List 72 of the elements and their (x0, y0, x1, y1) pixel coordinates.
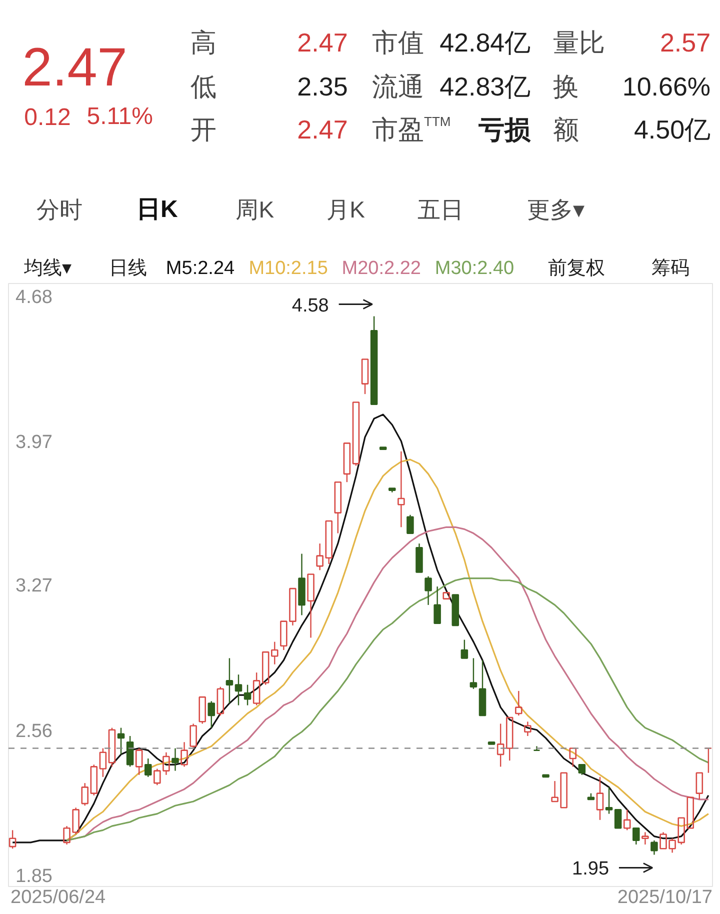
text: M10:2.15 (248, 258, 328, 279)
y-tick-label: 3.27 (16, 575, 52, 596)
candlestick (496, 723, 504, 768)
text: 筹码 (651, 258, 690, 279)
y-tick-label: 1.85 (16, 866, 52, 888)
candlestick (434, 586, 441, 624)
candlestick (442, 592, 450, 600)
text: M5:2.24 (166, 258, 236, 279)
text: 前复权 (548, 258, 606, 279)
text: 低 (190, 72, 216, 102)
text: 分时 (36, 196, 82, 222)
y-tick-label: 4.68 (16, 286, 52, 308)
y-tick-label: 3.97 (16, 432, 52, 454)
annotation: 4.58 (292, 295, 329, 316)
text: 五日 (418, 196, 464, 222)
candlestick (280, 620, 288, 651)
text: 流通 (372, 72, 424, 102)
text: 高 (190, 28, 216, 58)
text: 2.47 (22, 38, 128, 98)
candlestick (515, 690, 522, 716)
text: 42.84亿 (440, 28, 531, 58)
text: 2.35 (297, 72, 348, 102)
candlestick (226, 658, 234, 704)
candlestick (398, 450, 405, 528)
text: 2.47 (297, 28, 348, 58)
candlestick (478, 660, 486, 716)
text: 日K (136, 196, 178, 223)
text: 周K (236, 196, 275, 222)
candlestick (460, 639, 468, 659)
candlestick (524, 721, 532, 737)
text: 均线▾ (23, 258, 72, 279)
candlestick (172, 748, 179, 772)
text: 开 (190, 114, 216, 144)
text: 日线 (109, 258, 148, 279)
candlestick (379, 446, 387, 450)
text: 更多▾ (527, 196, 586, 222)
text: 市值 (372, 28, 424, 58)
text: 42.83亿 (440, 72, 531, 102)
text: 5.11% (86, 103, 154, 130)
text: 0.12 (24, 104, 71, 131)
candlestick (506, 716, 514, 762)
annotation: 1.95 (572, 858, 610, 880)
candlestick (596, 776, 604, 821)
candlestick (542, 774, 550, 778)
candlestick (642, 832, 649, 846)
text: M20:2.22 (342, 258, 422, 279)
text: 4.50亿 (634, 114, 711, 144)
candlestick (614, 809, 622, 829)
y-tick-label: 2.56 (16, 720, 52, 742)
text: 量比 (553, 28, 606, 58)
candlestick (406, 514, 414, 534)
candlestick (452, 594, 460, 626)
candlestick (234, 674, 242, 706)
candlestick (370, 316, 378, 405)
text: 2025/10/17 (617, 887, 712, 908)
text: M30:2.40 (434, 258, 514, 279)
text: 额 (553, 114, 580, 144)
text: 换 (553, 72, 580, 102)
text: 2.57 (660, 28, 711, 58)
candlestick (289, 588, 296, 626)
text: 2.47 (297, 114, 348, 144)
candlestick (307, 574, 314, 638)
text: 10.66% (622, 72, 711, 102)
candlestick (298, 553, 306, 616)
candlestick (488, 741, 496, 745)
candlestick (650, 840, 658, 856)
candlestick (416, 542, 423, 573)
text: 亏损 (478, 114, 532, 144)
candlestick (334, 481, 342, 534)
text: 2025/06/24 (10, 887, 106, 908)
text: 月K (326, 196, 366, 222)
candlestick (361, 358, 369, 395)
